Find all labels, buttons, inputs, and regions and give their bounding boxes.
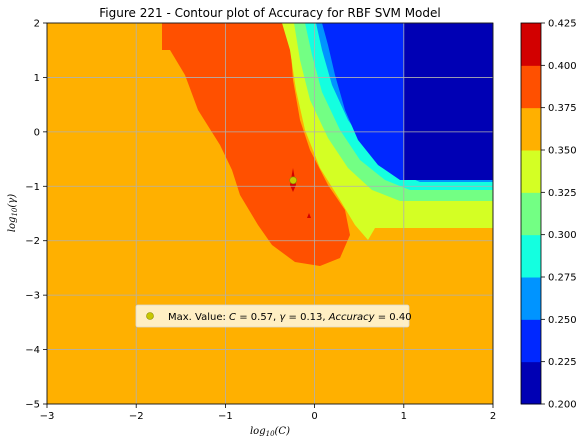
y-axis-label: log10(γ) xyxy=(7,194,19,232)
x-tick-label: −2 xyxy=(129,411,144,422)
y-tick-label: −5 xyxy=(25,400,40,411)
colorbar-tick-label: 0.275 xyxy=(548,273,577,284)
colorbar-tick-label: 0.200 xyxy=(548,400,577,411)
colorbar-tick-label: 0.225 xyxy=(548,357,577,368)
legend: Max. Value: C = 0.57, γ = 0.13, Accuracy… xyxy=(136,305,412,327)
colorbar xyxy=(521,23,541,405)
x-tick-label: 0 xyxy=(311,411,317,422)
colorbar-tick-label: 0.300 xyxy=(548,230,577,241)
x-tick-label: 2 xyxy=(490,411,496,422)
y-tick-label: −3 xyxy=(25,291,40,302)
colorbar-tick-label: 0.325 xyxy=(548,188,577,199)
x-tick-label: 1 xyxy=(401,411,407,422)
colorbar-tick-label: 0.375 xyxy=(548,103,577,114)
y-tick-label: 1 xyxy=(34,73,40,84)
colorbar-tick-label: 0.250 xyxy=(548,315,577,326)
y-tick-label: 0 xyxy=(34,127,40,138)
y-tick-label: −1 xyxy=(25,182,40,193)
region-0.350-0.375-corner xyxy=(47,23,162,50)
x-axis-ticks: −3 −2 −1 0 1 2 xyxy=(40,404,497,422)
max-point-marker xyxy=(290,177,297,184)
x-axis-label: log10(C) xyxy=(250,426,290,438)
region-0.200-0.225 xyxy=(404,23,493,180)
colorbar-band xyxy=(521,192,541,235)
colorbar-band xyxy=(521,23,541,66)
y-tick-label: −2 xyxy=(25,236,40,247)
x-tick-label: −1 xyxy=(218,411,233,422)
y-axis-ticks: −5 −4 −3 −2 −1 0 1 2 xyxy=(25,19,47,411)
colorbar-tick-label: 0.350 xyxy=(548,146,577,157)
colorbar-band xyxy=(521,65,541,108)
colorbar-band xyxy=(521,150,541,193)
x-tick-label: −3 xyxy=(40,411,55,422)
y-tick-label: −4 xyxy=(25,345,40,356)
colorbar-tick-label: 0.425 xyxy=(548,19,577,30)
colorbar-tick-label: 0.400 xyxy=(548,61,577,72)
colorbar-ticks: 0.200 0.225 0.250 0.275 0.300 0.325 0.350 0.375… xyxy=(541,19,577,411)
y-tick-label: 2 xyxy=(34,19,40,30)
colorbar-band xyxy=(521,319,541,362)
chart-title: Figure 221 - Contour plot of Accuracy fo… xyxy=(99,6,440,20)
colorbar-band xyxy=(521,235,541,278)
legend-marker xyxy=(147,313,154,320)
colorbar-band xyxy=(521,108,541,151)
legend-label: Max. Value: C = 0.57, γ = 0.13, Accuracy… xyxy=(168,312,412,323)
colorbar-band xyxy=(521,277,541,320)
plot-area xyxy=(47,23,493,404)
colorbar-band xyxy=(521,362,541,405)
